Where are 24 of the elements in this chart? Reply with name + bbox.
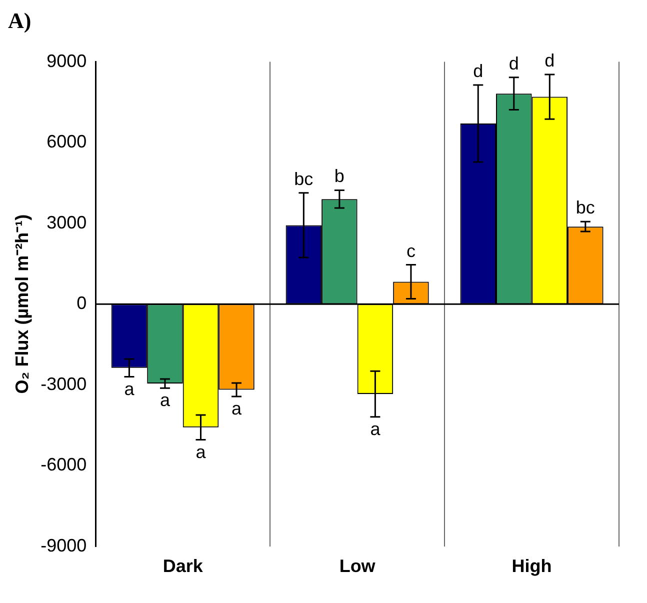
annotation: a <box>196 442 207 462</box>
annotation: c <box>406 240 416 261</box>
x-tick-label: High <box>512 556 552 576</box>
annotation: bc <box>576 198 595 218</box>
annotation: d <box>508 53 519 74</box>
annotation: d <box>473 60 484 81</box>
annotation: a <box>124 378 136 399</box>
annotation: b <box>334 166 344 186</box>
y-tick-label: -6000 <box>40 454 87 475</box>
annotation: bc <box>294 168 314 189</box>
annotation: a <box>232 398 242 418</box>
annotation: d <box>544 50 555 70</box>
y-tick-label: 3000 <box>46 212 87 232</box>
text: A) <box>8 8 32 35</box>
x-tick-label: Low <box>339 556 376 576</box>
y-tick-label: 6000 <box>46 132 87 152</box>
y-axis-title: O₂ Flux (µmol m⁻²h⁻¹) <box>12 214 32 394</box>
y-tick-label: 9000 <box>46 50 87 71</box>
x-tick-label: Dark <box>162 556 204 576</box>
annotation: a <box>370 418 382 439</box>
annotation: a <box>160 390 171 410</box>
y-tick-label: -3000 <box>40 374 87 394</box>
y-tick-label: -9000 <box>40 535 87 556</box>
y-tick-label: 0 <box>76 293 87 314</box>
